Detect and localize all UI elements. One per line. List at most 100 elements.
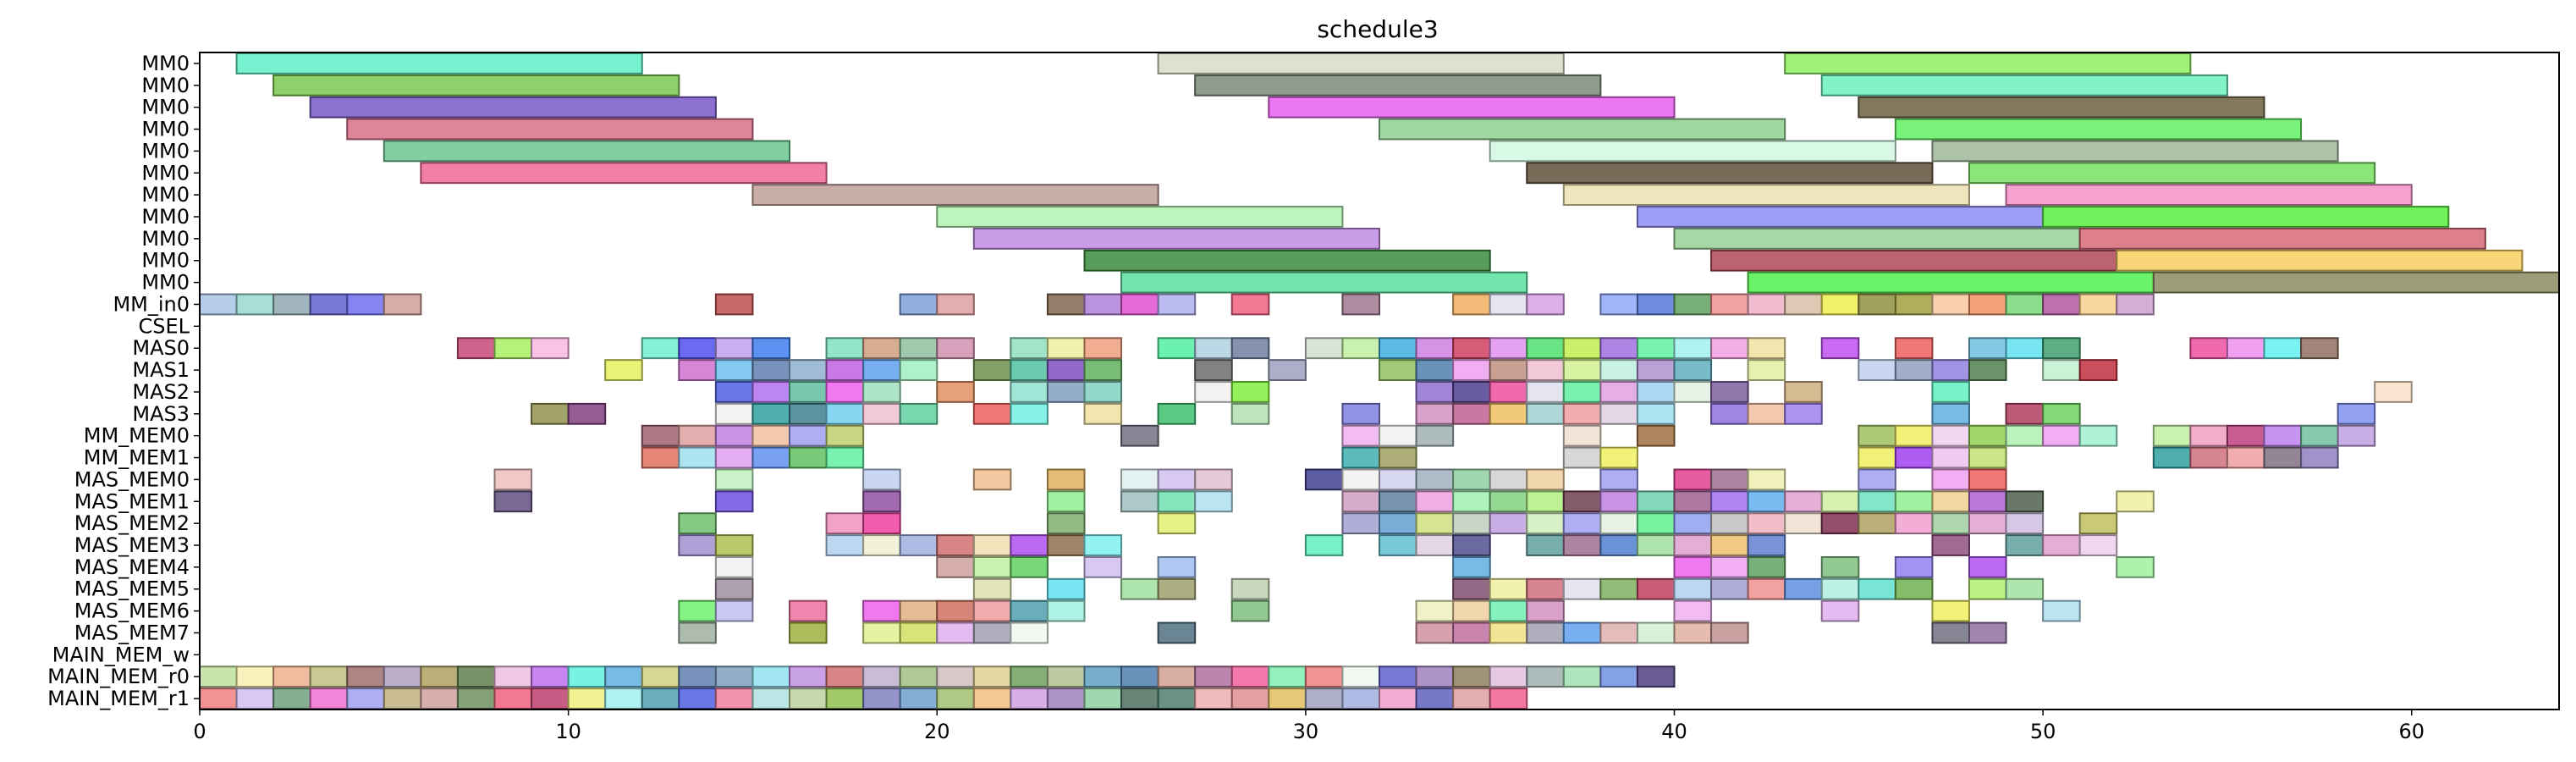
task-cell (1120, 665, 1159, 688)
y-tick-label: MM0 (141, 227, 190, 251)
task-cell (1341, 293, 1380, 316)
task-cell (1636, 293, 1676, 316)
task-cell (678, 687, 717, 710)
task-cell (1931, 621, 1970, 644)
task-cell (641, 446, 680, 469)
task-cell (1157, 337, 1197, 360)
task-cell (862, 599, 901, 622)
task-cell (1341, 687, 1380, 710)
task-cell (1452, 621, 1491, 644)
task-cell (789, 402, 828, 425)
task-cell (1931, 468, 1970, 491)
task-cell (1562, 534, 1602, 556)
task-cell (1562, 337, 1602, 360)
task-bar (2152, 271, 2560, 294)
task-cell (2152, 424, 2192, 447)
task-cell (1968, 293, 2007, 316)
task-cell (936, 337, 975, 360)
task-cell (1894, 337, 1934, 360)
task-cell (2005, 577, 2045, 600)
y-tick-label: MAS_MEM4 (74, 555, 190, 579)
y-tick-label: MAS_MEM2 (74, 511, 190, 535)
plot-frame (199, 52, 2560, 710)
task-cell (1858, 577, 1896, 600)
task-cell (1599, 534, 1638, 556)
x-tick-label: 40 (1661, 720, 1687, 743)
task-cell (2300, 446, 2339, 469)
task-cell (1636, 577, 1676, 600)
task-cell (862, 468, 901, 491)
task-cell (1379, 665, 1417, 688)
task-cell (235, 665, 275, 688)
task-cell (1526, 359, 1565, 381)
task-cell (199, 293, 238, 316)
task-cell (714, 359, 754, 381)
task-cell (1304, 665, 1344, 688)
task-cell (825, 512, 865, 535)
task-cell (1157, 555, 1197, 578)
task-cell (1046, 337, 1086, 360)
task-cell (1230, 293, 1270, 316)
task-cell (1636, 534, 1676, 556)
task-cell (1931, 359, 1970, 381)
task-cell (2337, 402, 2376, 425)
y-tick-label: MM0 (141, 74, 190, 97)
task-cell (1120, 468, 1159, 491)
task-cell (1046, 512, 1086, 535)
task-cell (567, 665, 607, 688)
task-cell (641, 687, 680, 710)
task-cell (1010, 599, 1049, 622)
task-cell (678, 424, 717, 447)
task-cell (1010, 665, 1049, 688)
task-cell (1304, 687, 1344, 710)
task-cell (1489, 337, 1528, 360)
task-cell (1673, 577, 1713, 600)
task-cell (1452, 337, 1491, 360)
task-cell (1452, 512, 1491, 535)
task-cell (1820, 555, 1860, 578)
task-bar (235, 52, 643, 75)
task-cell (456, 687, 496, 710)
task-cell (862, 687, 901, 710)
task-cell (1415, 512, 1455, 535)
task-cell (383, 293, 422, 316)
task-cell (1858, 293, 1896, 316)
task-cell (825, 665, 865, 688)
task-cell (2226, 424, 2265, 447)
task-cell (678, 512, 717, 535)
task-cell (1452, 577, 1491, 600)
task-cell (1784, 512, 1823, 535)
task-cell (972, 534, 1012, 556)
task-cell (1858, 424, 1896, 447)
task-cell (1894, 555, 1934, 578)
task-cell (493, 687, 533, 710)
task-cell (2226, 446, 2265, 469)
task-cell (2078, 359, 2118, 381)
task-cell (936, 381, 975, 403)
task-cell (1673, 468, 1713, 491)
task-cell (1489, 402, 1528, 425)
task-bar (272, 74, 680, 97)
task-cell (1673, 512, 1713, 535)
task-cell (2042, 599, 2081, 622)
task-cell (1599, 577, 1638, 600)
y-tick-label: MM0 (141, 52, 190, 75)
y-tick-label: MAIN_MEM_w (52, 643, 190, 666)
task-cell (1415, 534, 1455, 556)
task-cell (1341, 512, 1380, 535)
y-tick-label: MM0 (141, 139, 190, 163)
task-cell (2189, 446, 2228, 469)
task-cell (1747, 402, 1786, 425)
task-cell (789, 446, 828, 469)
task-cell (678, 665, 717, 688)
task-cell (751, 446, 790, 469)
task-cell (862, 402, 901, 425)
task-cell (235, 687, 275, 710)
task-cell (456, 337, 496, 360)
task-bar (1931, 140, 2339, 163)
task-cell (862, 621, 901, 644)
task-cell (1526, 337, 1565, 360)
task-cell (1120, 577, 1159, 600)
task-cell (678, 599, 717, 622)
task-cell (2042, 293, 2081, 316)
